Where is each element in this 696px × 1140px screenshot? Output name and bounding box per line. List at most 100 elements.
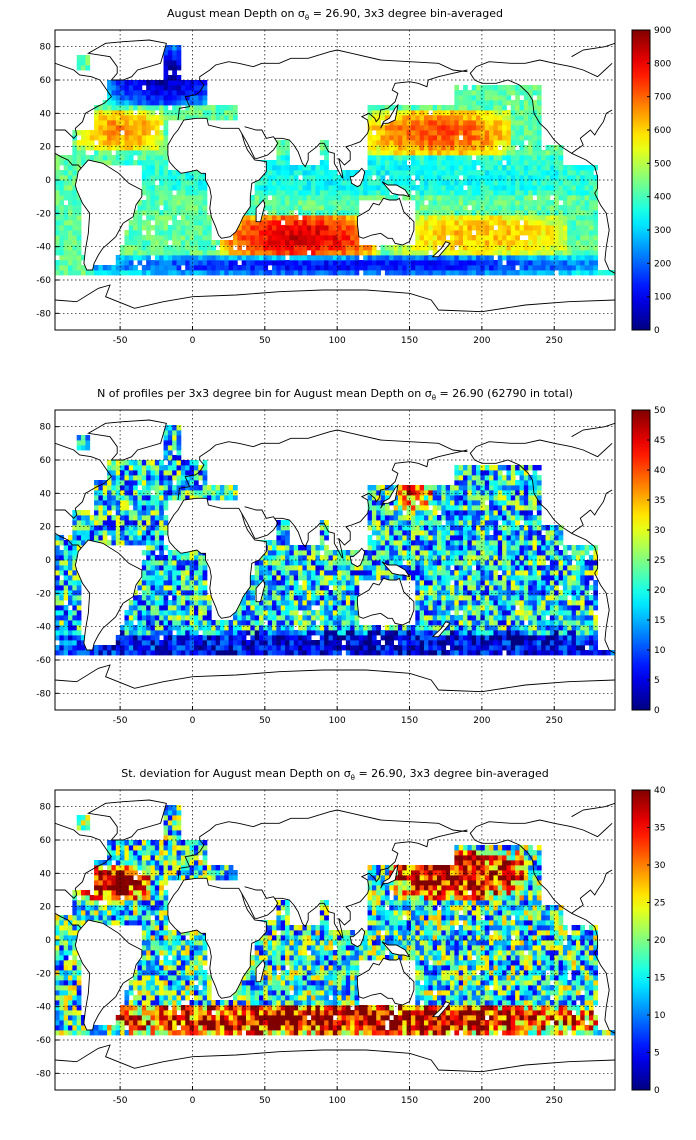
heatmap-bin [107,505,112,511]
heatmap-bin [345,610,351,616]
heatmap-bin [163,110,169,116]
heatmap-bin [410,115,416,121]
heatmap-bin [176,590,182,596]
heatmap-bin [98,155,104,161]
heatmap-bin [506,185,512,191]
heatmap-bin [410,150,416,156]
heatmap-bin [163,115,169,121]
heatmap-bin [484,190,490,196]
heatmap-bin [528,185,533,191]
heatmap-bin [515,180,520,186]
heatmap-bin [389,155,394,161]
heatmap-bin [523,130,529,136]
heatmap-bin [445,190,451,196]
heatmap-bin [445,210,451,216]
coastline-japan [380,103,399,129]
heatmap-bin [163,225,169,231]
heatmap-bin [85,55,91,61]
heatmap-bin [428,175,434,181]
heatmap-bin [423,235,429,241]
heatmap-bin [63,210,69,216]
heatmap-bin [493,230,499,236]
heatmap-bin [450,210,455,216]
heatmap-bin [328,215,334,221]
heatmap-bin [376,565,381,571]
heatmap-bin [467,155,473,161]
heatmap-bin [571,210,577,216]
heatmap-bin [298,240,303,246]
heatmap-bin [150,555,156,561]
heatmap-bin [328,230,334,236]
heatmap-bin [441,170,447,176]
heatmap-bin [141,130,147,136]
heatmap-bin [302,260,308,266]
heatmap-bin [337,245,342,251]
heatmap-bin [324,550,329,556]
heatmap-bin [463,240,468,246]
heatmap-bin [267,165,273,171]
heatmap-bin [315,190,321,196]
heatmap-bin [276,220,282,226]
heatmap-bin [68,565,73,571]
heatmap-bin [337,225,342,231]
heatmap-bin [345,600,351,606]
heatmap-bin [167,495,173,501]
heatmap-bin [267,175,273,181]
heatmap-bin [146,605,151,611]
heatmap-bin [63,170,69,176]
heatmap-bin [111,135,117,141]
heatmap-bin [115,480,121,486]
heatmap-bin [254,560,260,566]
heatmap-bin [128,145,134,151]
heatmap-bin [163,155,169,161]
heatmap-bin [111,515,117,521]
heatmap-bin [193,630,199,636]
heatmap-bin [545,175,551,181]
colorbar-tick-label: 900 [654,26,671,36]
heatmap-bin [211,645,217,651]
heatmap-bin [167,435,173,441]
heatmap-bin [176,265,182,271]
heatmap-bin [159,530,164,536]
heatmap-bin [345,200,351,206]
heatmap-bin [172,555,177,561]
heatmap-bin [193,170,199,176]
heatmap-bin [285,220,290,226]
heatmap-bin [306,570,312,576]
heatmap-bin [176,75,182,81]
heatmap-bin [328,605,334,611]
heatmap-bin [94,110,99,116]
heatmap-bin [180,585,186,591]
heatmap-bin [72,195,78,201]
heatmap-bin [441,250,447,256]
heatmap-bin [376,160,381,166]
heatmap-bin [367,635,373,641]
heatmap-bin [532,215,538,221]
heatmap-bin [367,120,373,126]
heatmap-bin [167,75,173,81]
heatmap-bin [562,250,568,256]
heatmap-bin [241,215,247,221]
heatmap-bin [267,545,273,551]
heatmap-bin [454,225,460,231]
heatmap-bin [68,230,73,236]
heatmap-bin [193,650,199,656]
heatmap-bin [219,265,225,271]
heatmap-bin [593,205,599,211]
heatmap-bin [489,225,494,231]
heatmap-bin [306,635,312,641]
heatmap-bin [259,250,264,256]
heatmap-bin [454,230,460,236]
heatmap-bin [324,215,329,221]
heatmap-bin [341,170,347,176]
heatmap-bin [185,490,190,496]
heatmap-bin [350,580,355,586]
heatmap-bin [545,255,551,261]
heatmap-bin [94,505,99,511]
heatmap-bin [198,230,203,236]
heatmap-bin [536,235,542,241]
heatmap-bin [419,180,425,186]
heatmap-bin [206,240,212,246]
heatmap-bin [350,590,355,596]
heatmap-bin [154,135,160,141]
